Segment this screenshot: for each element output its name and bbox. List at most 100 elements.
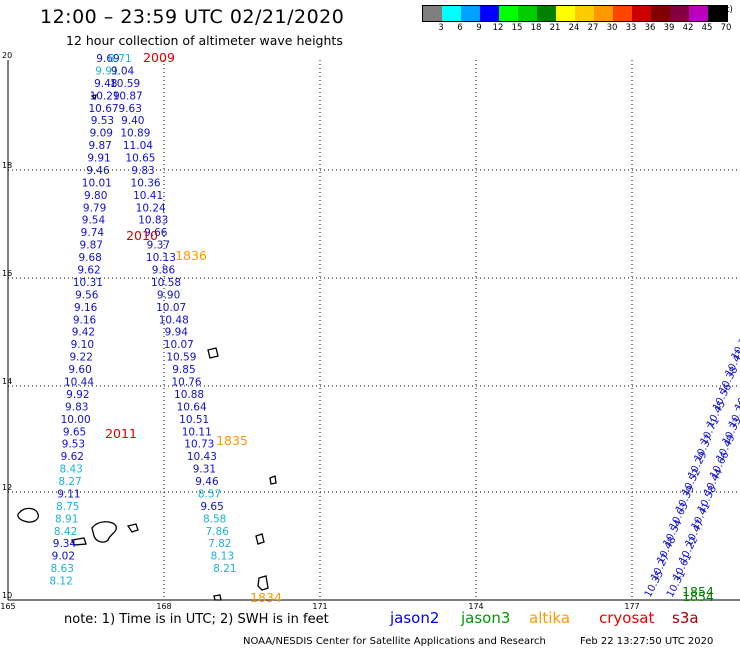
track-swh-label: 9.90 <box>157 289 180 301</box>
track-swh-label: 8.13 <box>211 551 234 563</box>
track-swh-label: 9.66 <box>144 227 168 239</box>
track-swh-label: 9.65 <box>200 501 223 513</box>
track-swh-label: 9.16 <box>74 302 98 314</box>
latitude-tick-label: 12 <box>2 483 12 492</box>
longitude-tick-label: 177 <box>624 602 639 611</box>
chart-subtitle: 12 hour collection of altimeter wave hei… <box>66 33 343 48</box>
legend-swatch <box>461 6 480 21</box>
track-swh-label: 9.74 <box>81 227 105 239</box>
latitude-tick-label: 14 <box>2 377 12 386</box>
track-swh-label: 10.67 <box>89 103 119 115</box>
track-swh-label: 9.62 <box>61 451 84 463</box>
island-outline <box>126 523 139 533</box>
mission-label-jason2: jason2 <box>390 609 440 627</box>
mission-label-s3a: s3a <box>672 609 699 627</box>
track-swh-label: 9.83 <box>131 165 154 177</box>
pass-time-label: 1854 <box>682 589 714 604</box>
legend-tick-label: 42 <box>682 23 694 33</box>
track-swh-label: 9.53 <box>62 439 85 451</box>
legend-swatch <box>537 6 556 21</box>
track-a-labels: 9.698.719.919.049.4810.5910.2910.8710.67… <box>49 53 236 588</box>
track-swh-label: 9.94 <box>165 327 189 339</box>
legend-swatch <box>499 6 518 21</box>
track-swh-label: 9.87 <box>80 240 103 252</box>
chart-title: 12:00 – 23:59 UTC 02/21/2020 <box>40 6 345 28</box>
track-swh-label: 10.44 <box>64 376 94 388</box>
legend-tick-label: 27 <box>587 23 599 33</box>
track-swh-label: 8.75 <box>56 501 79 513</box>
track-swh-label: 10.11 <box>182 426 212 438</box>
island-outline <box>90 94 97 101</box>
legend-swatch <box>556 6 575 21</box>
track-swh-label: 9.31 <box>193 464 216 476</box>
pass-time-label: 1836 <box>175 248 207 263</box>
track-swh-label: 9.56 <box>75 289 99 301</box>
track-swh-label: 9.04 <box>111 65 135 77</box>
track-swh-label: 8.12 <box>49 576 72 588</box>
legend-color-bar <box>422 5 728 22</box>
track-swh-label: 9.69 <box>96 53 119 65</box>
legend-tick-label: 33 <box>625 23 637 33</box>
legend-swatch <box>423 6 442 21</box>
latitude-labels: 10 12 14 16 18 20 <box>2 51 12 600</box>
island-outlines <box>17 94 277 601</box>
island-outline <box>17 507 39 523</box>
legend-tick-label: 30 <box>606 23 618 33</box>
track-swh-label: 8.91 <box>55 513 78 525</box>
track-swh-label: 10.89 <box>120 128 150 140</box>
island-outline <box>91 521 117 543</box>
latitude-tick-label: 16 <box>2 269 12 278</box>
track-swh-label: 10.83 <box>138 215 168 227</box>
legend-tick-label: 9 <box>476 23 482 33</box>
latitude-tick-label: 10 <box>2 591 12 600</box>
track-swh-label: 10.62 <box>733 382 740 412</box>
track-swh-label: 9.63 <box>119 103 142 115</box>
legend-tick-label: 39 <box>663 23 675 33</box>
track-swh-label: 9.09 <box>90 128 113 140</box>
units-note: note: 1) Time is in UTC; 2) SWH is in fe… <box>64 612 329 627</box>
track-swh-label: 9.54 <box>82 215 106 227</box>
track-swh-label: 9.92 <box>66 389 89 401</box>
track-swh-label: 7.86 <box>206 526 230 538</box>
track-swh-label: 9.10 <box>71 339 94 351</box>
track-swh-label: 9.46 <box>195 476 219 488</box>
longitude-tick-label: 165 <box>0 602 15 611</box>
track-swh-label: 8.21 <box>213 563 236 575</box>
pass-time-label: 1835 <box>216 433 248 448</box>
track-swh-label: 10.51 <box>179 414 209 426</box>
legend-swatch <box>594 6 613 21</box>
legend-tick-label: 24 <box>568 23 580 33</box>
legend-swatch <box>480 6 499 21</box>
longitude-labels: 165 168 171 174 177 <box>0 602 639 611</box>
generated-timestamp: Feb 22 13:27:50 UTC 2020 <box>580 636 714 647</box>
pass-time-label: 1834 <box>250 590 282 605</box>
track-swh-label: 9.68 <box>78 252 101 264</box>
track-swh-label: 9.16 <box>73 314 97 326</box>
track-swh-label: 9.37 <box>147 240 170 252</box>
legend-tick-label: 15 <box>511 23 523 33</box>
mission-label-jason3: jason3 <box>461 609 511 627</box>
legend-tick-label: 6 <box>457 23 463 33</box>
legend-swatch <box>651 6 670 21</box>
track-swh-label: 9.86 <box>152 265 176 277</box>
track-swh-label: 10.48 <box>159 314 189 326</box>
track-swh-label: 9.40 <box>121 115 144 127</box>
track-swh-label: 8.43 <box>59 464 82 476</box>
island-outline <box>257 575 269 591</box>
track-swh-label: 10.65 <box>125 153 155 165</box>
track-swh-label: 9.79 <box>83 202 106 214</box>
track-swh-label: 9.42 <box>72 327 95 339</box>
track-swh-label: 8.42 <box>54 526 77 538</box>
track-swh-label: 8.63 <box>51 563 74 575</box>
legend-unit: (ft) <box>720 5 733 15</box>
track-swh-label: 9.91 <box>87 153 110 165</box>
track-swh-label: 10.87 <box>113 90 143 102</box>
island-outline <box>269 475 277 485</box>
track-swh-label: 9.11 <box>57 488 80 500</box>
legend-swatch <box>575 6 594 21</box>
legend-tick-label: 36 <box>644 23 656 33</box>
track-swh-label: 7.82 <box>208 538 231 550</box>
track-swh-label: 10.07 <box>156 302 186 314</box>
